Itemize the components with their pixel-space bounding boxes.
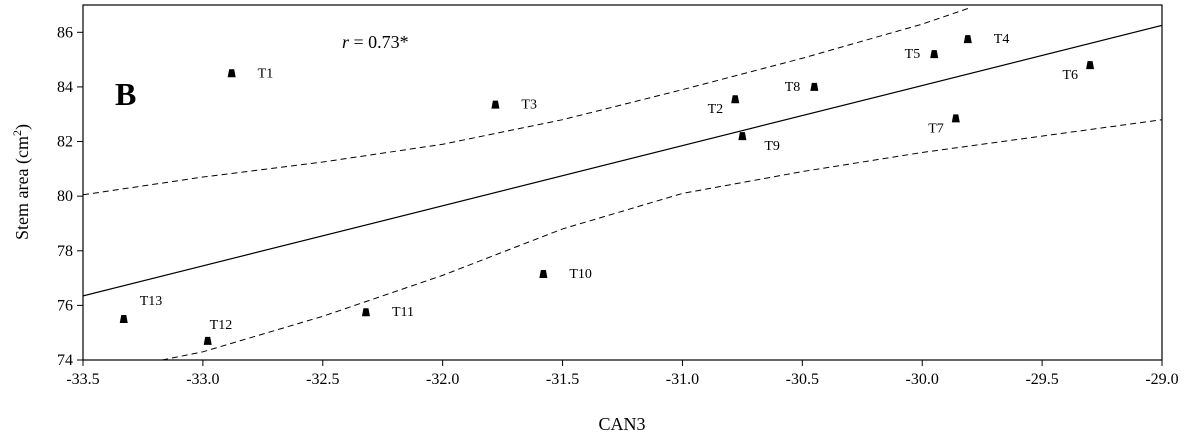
data-point-marker: [362, 308, 370, 316]
y-tick-label: 82: [57, 134, 73, 151]
r-value: = 0.73*: [349, 32, 409, 52]
data-point-label: T13: [140, 294, 163, 309]
regression-line: [83, 25, 1162, 296]
data-point-label: T2: [708, 102, 724, 117]
data-point-marker: [228, 69, 236, 77]
confidence-band-group: [83, 8, 1162, 360]
correlation-annotation: r = 0.73*: [342, 32, 409, 52]
x-tick-label: -33.0: [186, 371, 219, 388]
data-point-label: T5: [905, 47, 921, 62]
y-axis-ticks: 74 76 78 80 82 84 86: [57, 24, 83, 369]
data-point-marker: [810, 83, 818, 91]
y-axis-title-main: Stem area (cm: [12, 136, 33, 240]
x-tick-label: -33.5: [66, 371, 99, 388]
data-point-label: T12: [210, 318, 233, 333]
x-tick-label: -30.0: [906, 371, 939, 388]
y-tick-label: 74: [57, 352, 73, 369]
x-tick-label: -31.0: [666, 371, 699, 388]
data-point-label: T11: [392, 305, 414, 320]
y-tick-label: 76: [57, 297, 73, 314]
data-point-marker: [491, 101, 499, 109]
data-point-label: T3: [521, 98, 537, 113]
x-tick-label: -32.5: [306, 371, 339, 388]
data-point-label: T9: [764, 139, 780, 154]
y-axis-title: Stem area (cm2): [10, 124, 33, 240]
data-point-marker: [731, 95, 739, 103]
x-tick-label: -32.0: [426, 371, 459, 388]
data-point-marker: [120, 315, 128, 323]
data-point-label: T7: [928, 121, 944, 136]
panel-letter: B: [115, 76, 136, 112]
data-point-marker: [738, 132, 746, 140]
x-axis-ticks: -33.5 -33.0 -32.5 -32.0 -31.5 -31.0 -30.5 -30.0…: [66, 360, 1178, 388]
data-point-marker: [1086, 61, 1094, 69]
data-point-marker: [952, 114, 960, 122]
data-point-marker: [204, 337, 212, 345]
x-tick-label: -29.0: [1145, 371, 1178, 388]
data-point-label: T10: [569, 267, 592, 282]
data-point-label: T4: [994, 32, 1010, 47]
y-axis-title-close: ): [12, 124, 33, 130]
x-tick-label: -31.5: [546, 371, 579, 388]
data-point-marker: [930, 50, 938, 58]
data-point-label: T1: [258, 66, 274, 81]
data-point-marker: [964, 35, 972, 43]
x-axis-title: CAN3: [598, 414, 645, 434]
plot-frame: [83, 5, 1162, 360]
y-tick-label: 86: [57, 24, 73, 41]
data-point-label: T8: [785, 80, 801, 95]
data-point-marker: [539, 270, 547, 278]
data-point-label: T6: [1063, 68, 1079, 83]
y-tick-label: 78: [57, 243, 73, 260]
confidence-band-lower: [162, 120, 1162, 360]
y-tick-label: 80: [57, 188, 73, 205]
x-tick-label: -30.5: [786, 371, 819, 388]
regression-line-group: [83, 25, 1162, 296]
x-tick-label: -29.5: [1025, 371, 1058, 388]
y-tick-label: 84: [57, 79, 73, 96]
